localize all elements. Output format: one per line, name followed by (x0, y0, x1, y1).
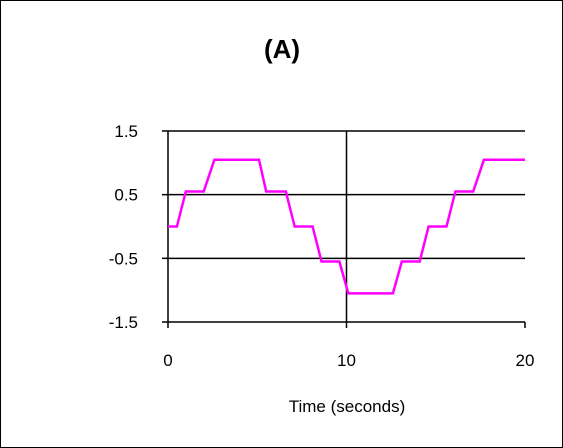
x-tick-label-2: 20 (516, 351, 535, 370)
y-tick-label-3: 1.5 (114, 122, 138, 141)
y-tick-label-2: 0.5 (114, 186, 138, 205)
x-axis-title: Time (seconds) (289, 397, 406, 416)
y-tick-label-1: -0.5 (109, 249, 138, 268)
x-tick-label-0: 0 (163, 351, 172, 370)
x-tick-label-1: 10 (337, 351, 356, 370)
chart-title: (A) (264, 34, 300, 64)
y-tick-label-0: -1.5 (109, 313, 138, 332)
series-layer (168, 158, 525, 295)
series-line-0 (168, 158, 525, 295)
tick-labels: -1.5 -0.5 0.5 1.5 0 10 20 (109, 122, 535, 370)
